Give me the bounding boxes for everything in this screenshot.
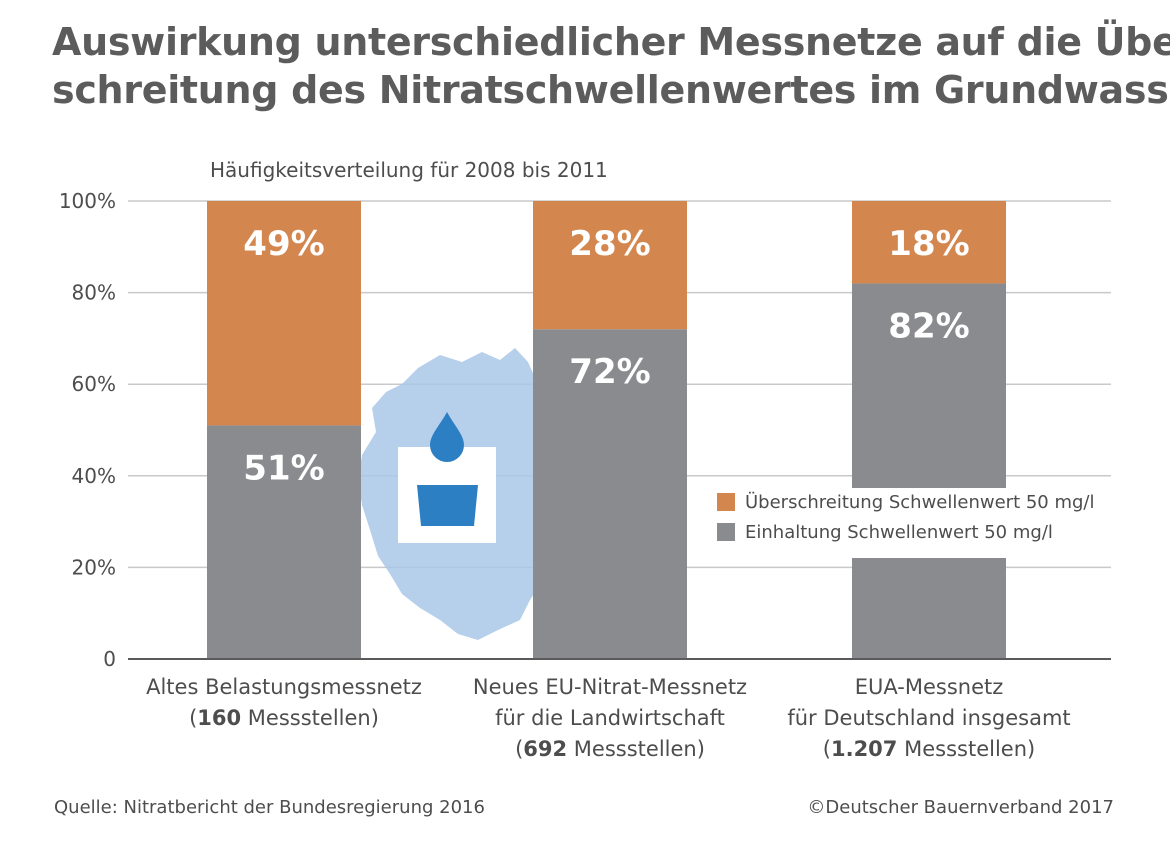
bar-value-label: 51% [243,448,324,488]
y-tick-label: 80% [72,281,116,305]
y-tick-label: 40% [72,464,116,488]
chart-title-line-1: Auswirkung unterschiedlicher Messnetze a… [52,20,1170,64]
bar-segment-ueberschreitung [207,201,361,426]
legend-swatch [717,523,735,541]
legend-background [706,488,1126,558]
category-count-label: (692 Messstellen) [515,737,705,761]
bar-value-label: 82% [888,306,969,346]
bar-segment-einhaltung [533,329,687,659]
bar-value-label: 49% [243,224,324,264]
category-label: für die Landwirtschaft [495,706,725,730]
legend-swatch [717,493,735,511]
source-note: Quelle: Nitratbericht der Bundesregierun… [54,797,485,818]
category-label: Altes Belastungsmessnetz [146,675,422,699]
legend: Überschreitung Schwellenwert 50 mg/l Einh… [717,491,1095,543]
legend-label: Überschreitung Schwellenwert 50 mg/l [745,491,1095,513]
copyright-note: ©Deutscher Bauernverband 2017 [807,797,1114,818]
y-axis-ticks: 0 20% 40% 60% 80% 100% [59,189,116,671]
bar-value-label: 72% [569,352,650,392]
bar-value-labels: 51% 49% 72% 28% 82% 18% [243,224,969,488]
category-label: EUA-Messnetz [855,675,1004,699]
germany-map-water-glass-icon [358,348,572,640]
bars [207,201,1006,659]
water-glass-fill [417,485,478,526]
water-drop-icon [430,412,464,462]
y-tick-label: 0 [103,647,116,671]
chart-subtitle: Häufigkeitsverteilung für 2008 bis 2011 [210,158,608,182]
category-count-label: (160 Messstellen) [189,706,379,730]
stacked-bar-chart: 51% 49% 72% 28% 82% 18% Häufigkeitsverteilung… [58,158,1126,761]
bar-segment-ueberschreitung [852,201,1006,284]
chart-title: Auswirkung unterschiedlicher Messnetze a… [52,18,1170,114]
bar-segment-einhaltung [207,425,361,659]
x-axis-category-labels: Altes Belastungsmessnetz (160 Messstellen… [146,675,1071,761]
bar-segment-ueberschreitung [533,201,687,330]
bar-value-label: 28% [569,224,650,264]
category-label: Neues EU-Nitrat-Messnetz [473,675,747,699]
category-label: für Deutschland insgesamt [787,706,1070,730]
legend-label: Einhaltung Schwellenwert 50 mg/l [745,522,1053,543]
bar-segment-einhaltung [852,283,1006,659]
category-count-label: (1.207 Messstellen) [823,737,1035,761]
y-tick-label: 100% [59,189,116,213]
chart-title-line-2: schreitung des Nitratschwellenwertes im … [52,68,1170,112]
bar-value-label: 18% [888,224,969,264]
y-tick-label: 20% [72,555,116,579]
y-tick-label: 60% [72,372,116,396]
